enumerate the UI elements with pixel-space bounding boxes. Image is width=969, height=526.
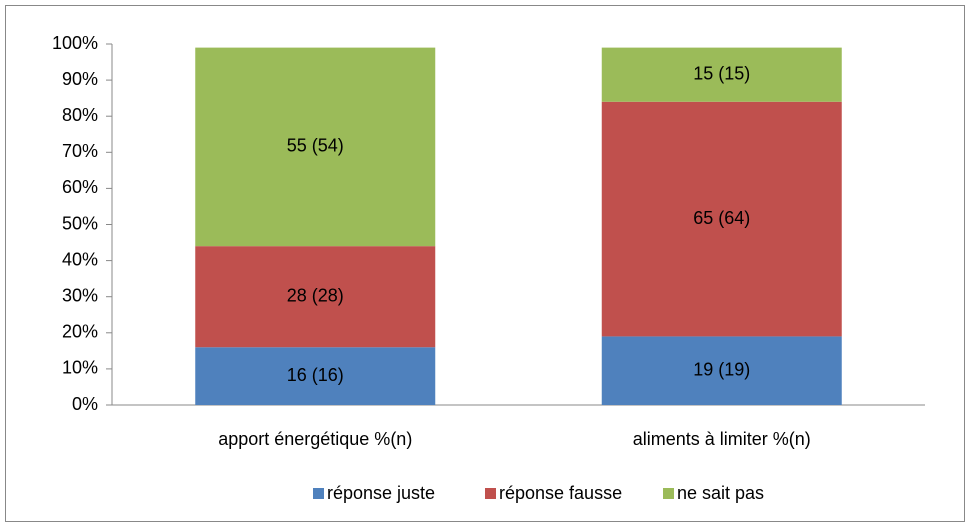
y-tick-label: 20% xyxy=(62,322,98,342)
y-tick-label: 30% xyxy=(62,285,98,305)
y-tick-label: 60% xyxy=(62,177,98,197)
bar-segment xyxy=(601,47,842,102)
data-label: 19 (19) xyxy=(693,359,750,379)
y-tick-label: 70% xyxy=(62,141,98,161)
legend-label: ne sait pas xyxy=(677,483,764,503)
data-label: 65 (64) xyxy=(693,208,750,228)
y-tick-label: 100% xyxy=(52,33,98,53)
y-tick-label: 40% xyxy=(62,249,98,269)
data-label: 55 (54) xyxy=(287,136,344,156)
data-label: 15 (15) xyxy=(693,63,750,83)
legend-swatch xyxy=(663,488,674,499)
y-tick-label: 10% xyxy=(62,358,98,378)
data-label: 16 (16) xyxy=(287,365,344,385)
bar-segment xyxy=(195,347,436,405)
bar-segment xyxy=(601,336,842,405)
bar-segment xyxy=(195,47,436,247)
y-tick-label: 90% xyxy=(62,69,98,89)
legend-label: réponse juste xyxy=(327,483,435,503)
bar-segment xyxy=(195,246,436,348)
data-label: 28 (28) xyxy=(287,285,344,305)
y-tick-label: 50% xyxy=(62,213,98,233)
x-tick-label: apport énergétique %(n) xyxy=(218,429,412,449)
y-tick-label: 0% xyxy=(72,394,98,414)
legend-label: réponse fausse xyxy=(499,483,622,503)
legend-swatch xyxy=(485,488,496,499)
bar-segment xyxy=(601,101,842,337)
legend-swatch xyxy=(313,488,324,499)
y-tick-label: 80% xyxy=(62,105,98,125)
x-tick-label: aliments à limiter %(n) xyxy=(633,429,811,449)
